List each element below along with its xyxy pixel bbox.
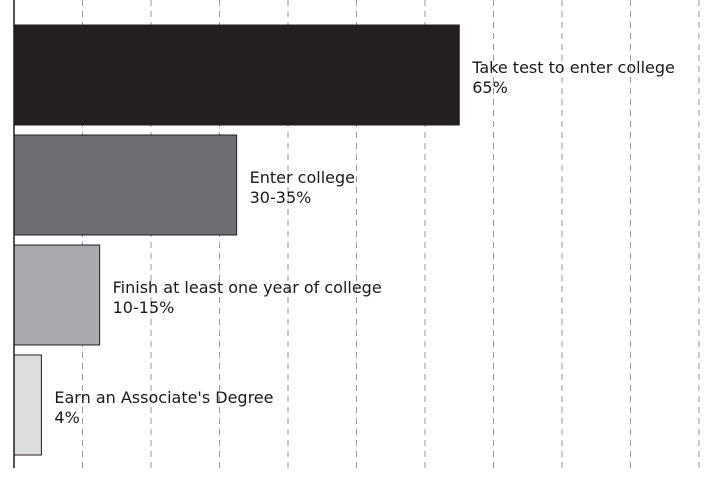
category-label: Take test to enter college <box>471 58 675 77</box>
bar <box>13 134 238 236</box>
bar <box>13 244 101 346</box>
value-label: 65% <box>472 78 508 97</box>
bar <box>13 354 42 456</box>
bars <box>13 24 460 456</box>
value-label: 10-15% <box>113 298 175 317</box>
value-label: 4% <box>54 408 79 427</box>
category-label: Finish at least one year of college <box>113 278 382 297</box>
bar <box>13 24 460 126</box>
category-label: Enter college <box>250 168 355 187</box>
value-label: 30-35% <box>250 188 312 207</box>
category-label: Earn an Associate's Degree <box>54 388 273 407</box>
